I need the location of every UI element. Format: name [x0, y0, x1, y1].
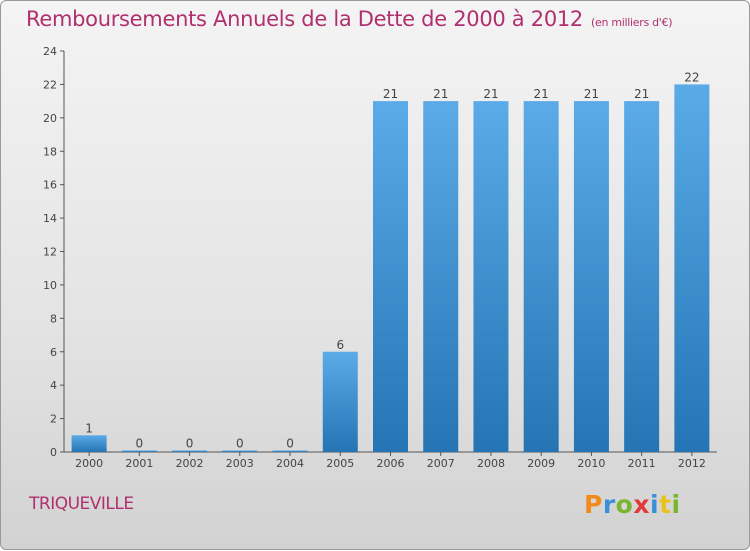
y-tick-label: 16: [43, 179, 57, 192]
logo-letter: t: [659, 490, 672, 519]
x-tick-label: 2012: [678, 457, 706, 470]
bar: [172, 450, 208, 452]
y-tick-label: 0: [50, 446, 57, 459]
x-tick-label: 2000: [75, 457, 103, 470]
y-tick-label: 2: [50, 413, 57, 426]
bar: [573, 101, 609, 452]
x-tick-label: 2006: [377, 457, 405, 470]
y-tick-label: 6: [50, 346, 57, 359]
x-tick-label: 2011: [628, 457, 656, 470]
y-tick-label: 18: [43, 145, 57, 158]
bar: [322, 351, 358, 452]
bar-value-label: 1: [85, 421, 93, 435]
logo-letter: o: [615, 490, 634, 519]
x-tick-label: 2009: [527, 457, 555, 470]
logo-letter: P: [584, 490, 603, 519]
y-tick-label: 10: [43, 279, 57, 292]
bar-value-label: 21: [584, 87, 599, 101]
bar-value-label: 21: [433, 87, 448, 101]
y-tick-label: 22: [43, 78, 57, 91]
proxiti-logo: Proxiti: [584, 490, 681, 519]
bar: [121, 450, 157, 452]
x-tick-label: 2007: [427, 457, 455, 470]
bar: [272, 450, 308, 452]
bar: [71, 435, 107, 452]
x-tick-label: 2001: [125, 457, 153, 470]
y-tick-label: 14: [43, 212, 57, 225]
logo-letter: i: [671, 490, 681, 519]
y-tick-label: 20: [43, 112, 57, 125]
bar-value-label: 22: [684, 70, 699, 84]
bar: [624, 101, 660, 452]
chart-subtitle: (en milliers d'€): [591, 16, 673, 29]
bar: [473, 101, 509, 452]
x-tick-label: 2008: [477, 457, 505, 470]
bar-value-label: 0: [286, 437, 294, 451]
chart-title-text: Remboursements Annuels de la Dette de 20…: [26, 7, 583, 31]
x-tick-label: 2004: [276, 457, 304, 470]
commune-name: TRIQUEVILLE: [29, 494, 134, 514]
logo-letter: x: [633, 490, 650, 519]
x-tick-label: 2005: [326, 457, 354, 470]
bar: [674, 84, 710, 453]
bar: [222, 450, 258, 452]
x-tick-label: 2010: [577, 457, 605, 470]
bar-value-label: 21: [634, 87, 649, 101]
y-tick-label: 8: [50, 312, 57, 325]
bar-value-label: 0: [236, 437, 244, 451]
bar-value-label: 0: [136, 437, 144, 451]
bars: 1 0 0 0 0 6 21 21 21 21 21 21 22: [71, 70, 710, 453]
logo-letter: i: [650, 490, 660, 519]
bar-value-label: 0: [186, 437, 194, 451]
bar: [373, 101, 408, 452]
logo-letter: r: [602, 490, 616, 519]
bar-value-label: 21: [483, 87, 498, 101]
chart-title: Remboursements Annuels de la Dette de 20…: [26, 7, 672, 31]
bar-value-label: 21: [383, 87, 398, 101]
y-tick-label: 12: [43, 246, 57, 259]
x-tick-label: 2002: [176, 457, 204, 470]
bar: [523, 101, 559, 452]
y-tick-label: 4: [50, 379, 57, 392]
y-tick-label: 24: [43, 45, 57, 58]
bar-value-label: 6: [336, 338, 344, 352]
bar: [423, 101, 459, 452]
bar-value-label: 21: [534, 87, 549, 101]
x-tick-label: 2003: [226, 457, 254, 470]
